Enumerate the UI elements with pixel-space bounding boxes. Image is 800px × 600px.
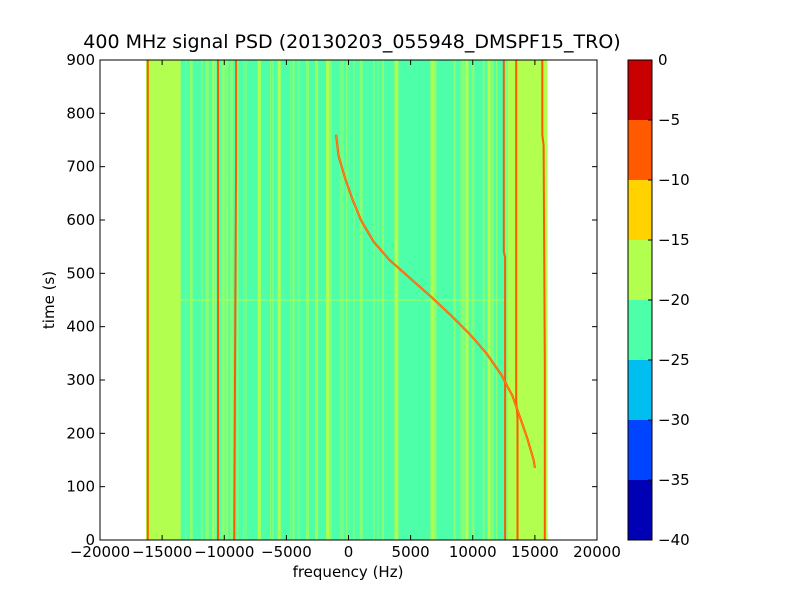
vertical-line-5 bbox=[541, 60, 546, 540]
y-tick-label: 200 bbox=[66, 424, 95, 442]
axes: −20000 −15000 −10000 −5000 0 5000 10000 15000 20… bbox=[66, 51, 621, 561]
x-tick-label: 0 bbox=[344, 543, 354, 561]
colorbar-segment bbox=[628, 180, 652, 240]
x-tick-label: 15000 bbox=[511, 543, 559, 561]
y-tick-label: 900 bbox=[66, 51, 95, 69]
colorbar-tick-label: −15 bbox=[658, 231, 690, 249]
x-tick-label: 10000 bbox=[449, 543, 497, 561]
colorbar-segment bbox=[628, 60, 652, 120]
y-tick-label: 300 bbox=[66, 371, 95, 389]
colorbar-tick-label: −10 bbox=[658, 171, 690, 189]
y-tick-label: 100 bbox=[66, 478, 95, 496]
x-axis-label: frequency (Hz) bbox=[293, 563, 404, 581]
y-tick-label: 800 bbox=[66, 104, 95, 122]
x-tick-label: −15000 bbox=[132, 543, 192, 561]
y-tick-label: 400 bbox=[66, 318, 95, 336]
colorbar-tick-label: −25 bbox=[658, 351, 690, 369]
doppler-curve-core bbox=[335, 134, 536, 469]
vertical-line-2 bbox=[233, 60, 238, 541]
colorbar-tick-label: −35 bbox=[658, 471, 690, 489]
y-axis-label: time (s) bbox=[40, 271, 58, 329]
x-tick-label: −5000 bbox=[261, 543, 312, 561]
colorbar: −40 −35 −30 −25 −20 −15 −10 −5 0 bbox=[627, 51, 690, 549]
colorbar-tick-label: −30 bbox=[658, 411, 690, 429]
colorbar-segment bbox=[628, 300, 652, 360]
colorbar-tick-label: 0 bbox=[658, 51, 668, 69]
plot-area bbox=[145, 60, 548, 541]
colorbar-segment bbox=[628, 480, 652, 540]
colorbar-tick-label: −5 bbox=[658, 111, 680, 129]
y-tick-label: 700 bbox=[66, 158, 95, 176]
colorbar-segment bbox=[628, 240, 652, 300]
x-tick-label: 5000 bbox=[392, 543, 430, 561]
colorbar-segment bbox=[628, 360, 652, 420]
colorbar-segment bbox=[628, 420, 652, 480]
y-tick-label: 0 bbox=[85, 531, 95, 549]
colorbar-segment bbox=[628, 120, 652, 180]
x-tick-label: −10000 bbox=[194, 543, 254, 561]
x-tick-label: −20000 bbox=[70, 543, 130, 561]
y-tick-label: 500 bbox=[66, 264, 95, 282]
y-tick-label: 600 bbox=[66, 211, 95, 229]
colorbar-tick-label: −40 bbox=[658, 531, 690, 549]
colorbar-tick-label: −20 bbox=[658, 291, 690, 309]
chart-title: 400 MHz signal PSD (20130203_055948_DMSP… bbox=[83, 31, 620, 53]
vertical-line-3 bbox=[502, 60, 507, 540]
x-tick-label: 20000 bbox=[573, 543, 621, 561]
